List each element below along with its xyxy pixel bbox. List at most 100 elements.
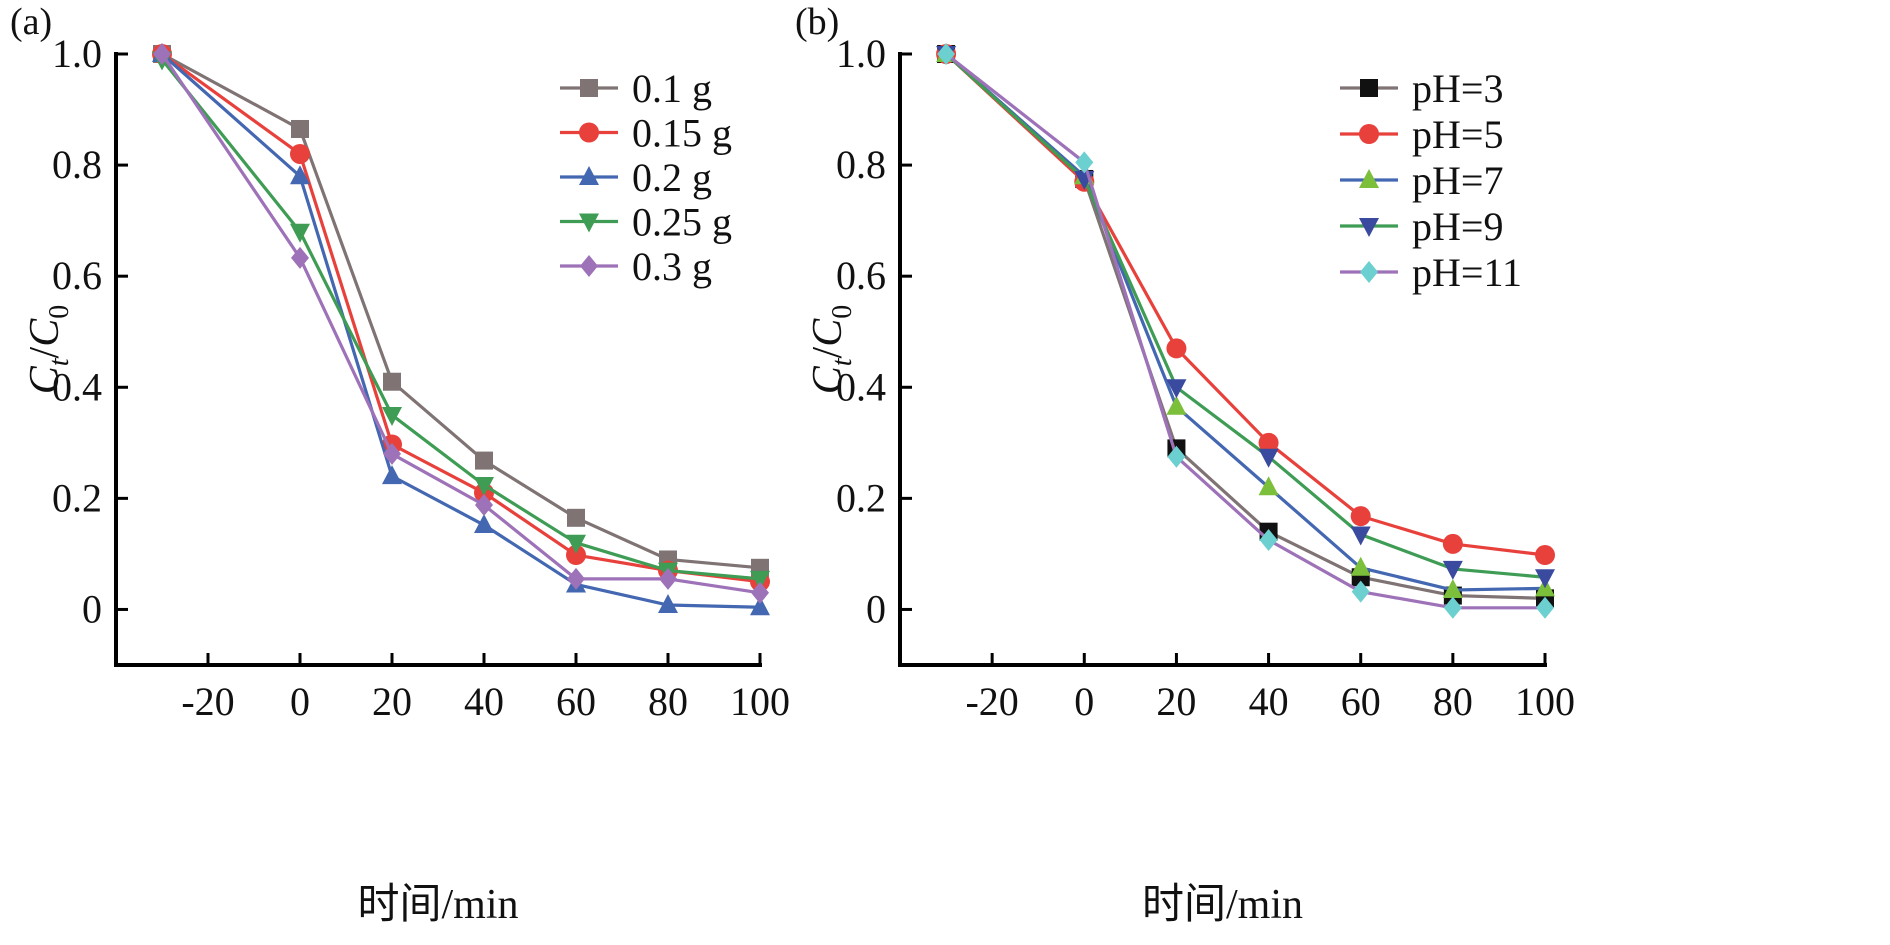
data-point xyxy=(750,570,770,590)
legend-item: 0.25 g xyxy=(560,200,732,245)
data-point xyxy=(290,143,310,164)
data-point xyxy=(382,465,402,485)
x-tick-label: -20 xyxy=(181,679,234,724)
y-tick-label: 0 xyxy=(82,586,102,631)
x-tick-label: 40 xyxy=(1249,679,1289,724)
panel-label: (a) xyxy=(10,1,52,43)
legend-item: 0.15 g xyxy=(560,111,732,156)
legend-label: pH=5 xyxy=(1412,112,1503,157)
data-point xyxy=(1167,445,1186,468)
panel-a: (a) 0 0.2 0.4 0.6 0.8 1.0 -20 0 20 40 60 80 100 时间/min… xyxy=(10,1,790,928)
panel-b: (b) 0 0.2 0.4 0.6 0.8 1.0 -20 0 20 40 60 80 100 时间/min… xyxy=(795,1,1575,928)
legend-label: 0.15 g xyxy=(632,111,732,156)
data-point xyxy=(1535,545,1555,566)
data-point xyxy=(383,442,401,465)
legend-marker xyxy=(579,213,599,233)
data-point xyxy=(1535,569,1555,589)
x-tick-label: 0 xyxy=(290,679,310,724)
data-point xyxy=(475,451,493,470)
y-tick-label: 0.6 xyxy=(52,253,102,298)
data-point xyxy=(290,223,310,243)
data-point xyxy=(291,246,309,269)
data-point xyxy=(566,534,586,554)
data-point xyxy=(1536,596,1554,619)
legend-marker xyxy=(1359,218,1379,237)
y-tick-label: 0.2 xyxy=(836,475,886,520)
data-point xyxy=(1443,596,1462,619)
legend-marker xyxy=(1360,261,1378,283)
y-tick-label: 0.4 xyxy=(836,364,886,409)
legend-item: pH=5 xyxy=(1340,112,1503,157)
data-point xyxy=(1351,580,1370,603)
y-tick-label: 0.8 xyxy=(52,142,102,187)
legend-item: 0.2 g xyxy=(560,155,712,200)
y-tick-label: 0 xyxy=(866,586,886,631)
data-point xyxy=(1166,379,1187,399)
data-point xyxy=(1350,556,1371,576)
data-point xyxy=(474,477,494,497)
legend-label: pH=9 xyxy=(1412,204,1503,249)
data-point xyxy=(1442,533,1463,554)
x-tick-label: 60 xyxy=(1341,679,1381,724)
data-point xyxy=(750,596,770,616)
data-point xyxy=(567,567,585,590)
legend-label: 0.25 g xyxy=(632,200,732,245)
data-point xyxy=(1075,151,1094,174)
legend-item: 0.3 g xyxy=(560,244,712,289)
legend-label: pH=7 xyxy=(1412,158,1503,203)
legend-item: pH=3 xyxy=(1340,66,1503,111)
data-point xyxy=(659,567,677,590)
y-tick-label: 0.6 xyxy=(836,253,886,298)
legend-marker xyxy=(1359,169,1379,188)
x-tick-label: 80 xyxy=(1433,679,1473,724)
x-tick-label: -20 xyxy=(965,679,1018,724)
legend-item: pH=7 xyxy=(1340,158,1503,203)
data-point xyxy=(475,494,493,517)
data-point xyxy=(567,508,585,527)
x-tick-label: 0 xyxy=(1074,679,1094,724)
y-tick-label: 0.2 xyxy=(52,475,102,520)
legend-marker xyxy=(1359,124,1379,144)
data-point xyxy=(1258,476,1279,496)
x-tick-label: 40 xyxy=(464,679,504,724)
data-point xyxy=(1258,448,1279,468)
legend-item: pH=11 xyxy=(1340,250,1522,295)
series-5 xyxy=(937,43,1554,619)
x-tick-label: 60 xyxy=(556,679,596,724)
legend-marker xyxy=(580,79,598,97)
data-point xyxy=(1442,560,1463,580)
x-tick-label: 80 xyxy=(648,679,688,724)
x-tick-label: 20 xyxy=(372,679,412,724)
y-tick-label: 0.4 xyxy=(52,364,102,409)
data-point xyxy=(290,165,310,185)
legend-marker xyxy=(579,122,599,143)
data-point xyxy=(153,43,171,65)
y-tick-label: 1.0 xyxy=(52,31,102,76)
legend-marker xyxy=(1360,79,1378,97)
legend-label: pH=11 xyxy=(1412,250,1522,295)
y-tick-label: 0.8 xyxy=(836,142,886,187)
y-tick-label: 1.0 xyxy=(836,31,886,76)
legend-marker xyxy=(580,255,598,277)
x-axis-title: 时间/min xyxy=(1142,882,1303,928)
data-point xyxy=(658,594,678,614)
data-point xyxy=(1259,529,1278,552)
data-point xyxy=(751,581,769,604)
x-axis-title: 时间/min xyxy=(357,882,518,928)
y-axis-title: Ct/C0 xyxy=(805,305,858,394)
legend-label: 0.2 g xyxy=(632,155,712,200)
data-point xyxy=(291,119,309,138)
y-axis-title: Ct/C0 xyxy=(22,305,75,394)
data-point xyxy=(1442,579,1463,599)
legend-item: pH=9 xyxy=(1340,204,1503,249)
data-point xyxy=(1350,506,1371,527)
data-point xyxy=(566,545,586,566)
data-point xyxy=(1350,526,1371,546)
data-point xyxy=(1166,338,1187,359)
data-point xyxy=(383,372,401,391)
data-point xyxy=(937,43,956,65)
data-point xyxy=(1166,395,1187,415)
data-point xyxy=(474,514,494,534)
series-5 xyxy=(153,43,769,604)
